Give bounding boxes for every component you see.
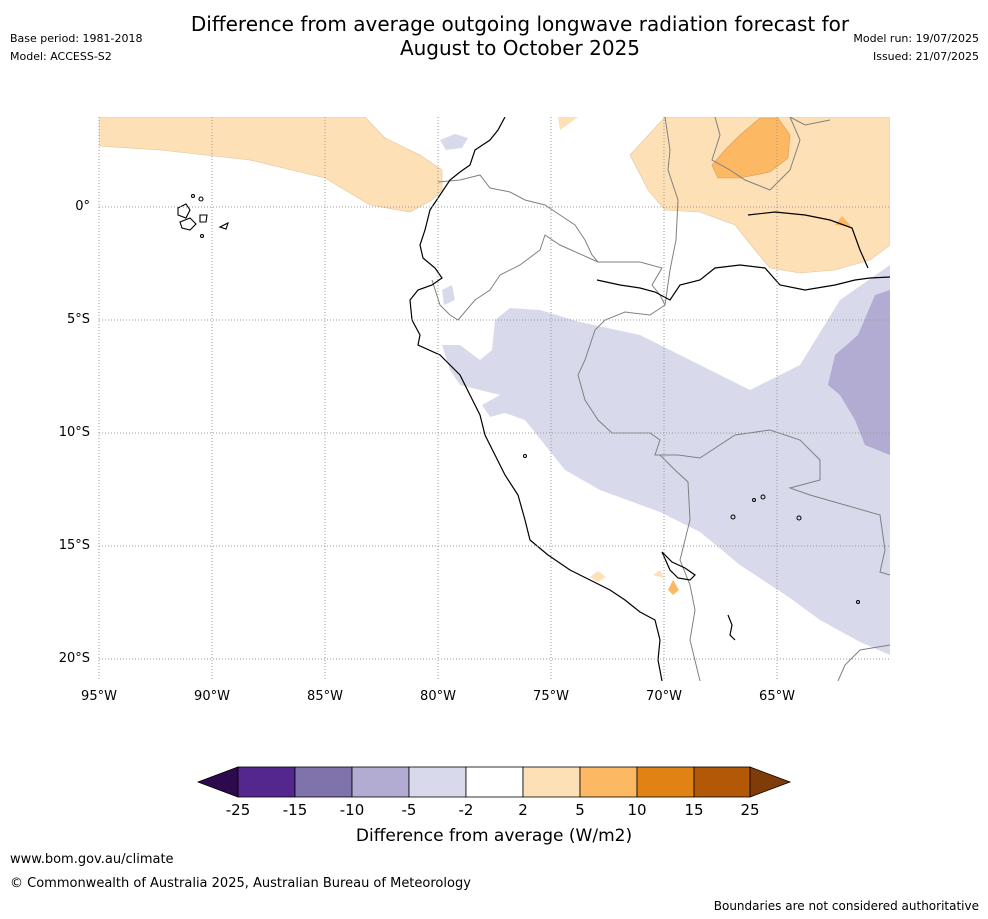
galapagos-islands [177,193,229,239]
anomaly-pos-2-5 [668,580,679,595]
colorbar-max-extension [749,766,792,798]
lon-label: 95°W [81,689,117,704]
colorbar-swatch [351,766,410,798]
meta-right: Model run: 19/07/2025 Issued: 21/07/2025 [853,32,979,68]
anomaly-neg-2-5 [442,285,455,305]
country-borders [431,117,890,681]
colorbar-swatch [579,766,638,798]
colorbar-tick: -5 [401,801,417,819]
anomaly-pos-2-5 [653,570,664,578]
colorbar-tick: -25 [225,801,251,819]
lakes [523,454,860,604]
colorbar-swatch [294,766,353,798]
model-name: Model: ACCESS-S2 [10,50,112,63]
lon-label: 90°W [194,689,230,704]
colorbar-swatch [522,766,581,798]
base-period: Base period: 1981-2018 [10,32,143,45]
website-link[interactable]: www.bom.gov.au/climate [10,852,174,867]
lat-label: 10°S [58,425,90,440]
colorbar-swatch [237,766,296,798]
model-run: Model run: 19/07/2025 [853,32,979,45]
lon-label: 65°W [759,689,795,704]
title-line-2: August to October 2025 [399,36,641,60]
anomaly-pos-2-5 [629,117,890,274]
anomaly-neg-5-10 [828,290,890,455]
boundaries-disclaimer: Boundaries are not considered authoritat… [713,899,979,913]
colorbar-tick: 15 [684,801,704,819]
anomaly-pos-5-10 [711,117,791,179]
anomaly-pos-2-5 [590,571,606,582]
colorbar-min-extension [196,766,239,798]
colorbar-tick: 5 [575,801,585,819]
lon-label: 80°W [420,689,456,704]
lat-label: 5°S [66,312,90,327]
title-line-1: Difference from average outgoing longwav… [190,12,850,36]
colorbar-swatch [636,766,695,798]
colorbar-swatch [408,766,467,798]
coastline [409,117,890,681]
colorbar [196,766,792,798]
colorbar-tick: -10 [339,801,365,819]
colorbar-swatch [465,766,524,798]
lat-label: 0° [75,199,90,214]
colorbar-tick: 10 [627,801,647,819]
anomaly-neg-2-5 [442,265,890,655]
meta-left: Base period: 1981-2018 Model: ACCESS-S2 [10,32,142,68]
lon-label: 75°W [533,689,569,704]
copyright-notice: © Commonwealth of Australia 2025, Austra… [10,876,471,891]
colorbar-tick: -15 [282,801,308,819]
colorbar-tick: -2 [458,801,474,819]
anomaly-pos-2-5 [99,117,443,213]
issued-date: Issued: 21/07/2025 [872,50,979,63]
anomaly-neg-2-5 [440,134,468,150]
lat-label: 20°S [58,651,90,666]
graticule [98,117,890,681]
chart-title: Difference from average outgoing longwav… [150,12,890,60]
colorbar-tick: 25 [740,801,760,819]
lon-label: 85°W [307,689,343,704]
colorbar-title: Difference from average (W/m2) [355,826,633,846]
lat-label: 15°S [58,538,90,553]
anomaly-pos-2-5 [558,117,578,130]
colorbar-swatch [693,766,751,798]
lon-label: 70°W [646,689,682,704]
colorbar-tick: 2 [518,801,528,819]
map-area [99,117,890,681]
